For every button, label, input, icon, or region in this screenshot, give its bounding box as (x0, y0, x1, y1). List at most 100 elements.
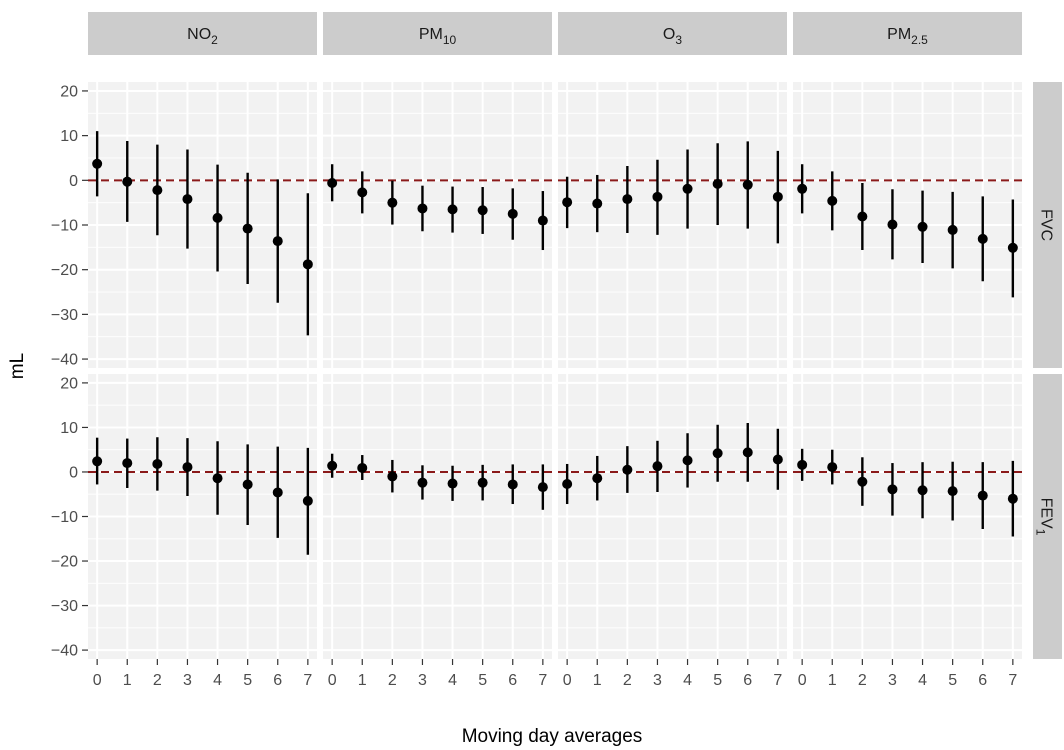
x-tick-label: 2 (388, 672, 397, 689)
y-tick-label: 0 (69, 173, 78, 190)
estimate-point (857, 476, 868, 487)
estimate-point (592, 473, 603, 484)
panel-fvc-pm25 (793, 82, 1022, 368)
y-axis: 20 10 0 −10 −20 −30 −40 20 10 0 −10 −20 −30 −40 (51, 83, 88, 660)
x-tick-label: 5 (713, 672, 722, 689)
estimate-point (302, 259, 313, 270)
strip-label-pm10: PM10 (419, 26, 457, 47)
estimate-point (887, 219, 898, 230)
strip-label-base: O (663, 26, 675, 43)
x-tick-label: 1 (593, 672, 602, 689)
y-tick-label: −30 (51, 307, 78, 324)
estimate-point (917, 221, 928, 232)
estimate-point (272, 487, 283, 498)
strip-label-base: FVC (1038, 209, 1055, 241)
x-tick-label: 3 (183, 672, 192, 689)
estimate-point (417, 477, 428, 488)
strip-background (1033, 374, 1062, 659)
strip-background (323, 12, 552, 55)
estimate-point (537, 215, 548, 226)
estimate-point (712, 448, 723, 459)
estimate-point (887, 484, 898, 495)
x-tick-label: 4 (918, 672, 927, 689)
panel-fev1-no2 (88, 374, 317, 659)
x-tick-label: 2 (858, 672, 867, 689)
x-tick-label: 7 (773, 672, 782, 689)
strip-fev1: FEV1 (1033, 374, 1062, 659)
y-tick-label: −20 (51, 262, 78, 279)
estimate-point (742, 447, 753, 458)
estimate-point (652, 461, 663, 472)
estimate-point (977, 490, 988, 501)
estimate-point (212, 212, 223, 223)
estimate-point (562, 478, 573, 489)
x-tick-label: 2 (153, 672, 162, 689)
y-tick-label: −10 (51, 218, 78, 235)
strip-label-base: FEV (1038, 498, 1055, 529)
estimate-point (507, 479, 518, 490)
estimate-point (682, 455, 693, 466)
x-tick-label: 4 (213, 672, 222, 689)
estimate-point (1007, 242, 1018, 253)
estimate-point (242, 479, 253, 490)
estimate-point (682, 183, 693, 194)
estimate-point (622, 464, 633, 475)
strip-label-subscript: 10 (443, 33, 457, 47)
estimate-point (977, 233, 988, 244)
strip-label-no2: NO2 (187, 26, 218, 47)
estimate-point (947, 486, 958, 497)
x-tick-label: 3 (653, 672, 662, 689)
strip-o3: O3 (558, 12, 787, 55)
x-tick-label: 2 (623, 672, 632, 689)
estimate-point (122, 176, 133, 187)
estimate-point (327, 460, 338, 471)
estimate-point (477, 205, 488, 216)
y-tick-label: 0 (69, 464, 78, 481)
y-tick-label: −10 (51, 509, 78, 526)
estimate-point (182, 462, 193, 473)
x-tick-label: 5 (243, 672, 252, 689)
estimate-point (712, 178, 723, 189)
x-tick-label: 0 (563, 672, 572, 689)
panel-fvc-o3 (558, 82, 787, 368)
strip-background (88, 12, 317, 55)
y-tick-label: 20 (60, 83, 78, 100)
estimate-point (447, 204, 458, 215)
x-tick-label: 1 (123, 672, 132, 689)
estimate-point (742, 179, 753, 190)
x-axis-title: Moving day averages (462, 726, 643, 747)
estimate-point (827, 195, 838, 206)
strip-label-subscript: 2.5 (911, 33, 928, 47)
panel-fvc-no2 (88, 82, 317, 368)
panels-layer (88, 82, 1022, 659)
x-tick-label: 1 (828, 672, 837, 689)
x-tick-label: 5 (948, 672, 957, 689)
strip-label-fvc: FVC (1038, 209, 1055, 241)
estimate-point (302, 495, 313, 506)
strip-pm25: PM2.5 (793, 12, 1022, 55)
strip-label-base: NO (187, 26, 211, 43)
estimate-point (592, 198, 603, 209)
estimate-point (272, 236, 283, 247)
estimate-point (417, 203, 428, 214)
estimate-point (507, 208, 518, 219)
estimate-point (652, 191, 663, 202)
x-tick-label: 0 (93, 672, 102, 689)
estimate-point (797, 459, 808, 470)
panel-fev1-pm10 (323, 374, 552, 659)
estimate-point (562, 197, 573, 208)
estimate-point (387, 471, 398, 482)
x-tick-label: 6 (978, 672, 987, 689)
panel-fvc-pm10 (323, 82, 552, 368)
estimate-point (477, 477, 488, 488)
y-tick-label: 20 (60, 375, 78, 392)
strip-background (558, 12, 787, 55)
strip-label-base: PM (419, 26, 443, 43)
x-tick-label: 3 (888, 672, 897, 689)
estimate-point (182, 194, 193, 205)
estimate-point (622, 194, 633, 205)
estimate-point (917, 485, 928, 496)
strip-label-fev1: FEV1 (1034, 498, 1055, 536)
x-tick-label: 1 (358, 672, 367, 689)
